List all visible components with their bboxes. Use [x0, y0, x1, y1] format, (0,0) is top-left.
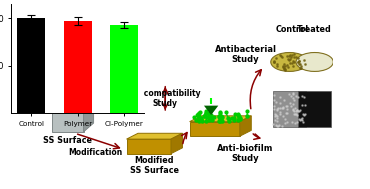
Bar: [110, 25, 138, 113]
Text: Anti-biofilm
Study: Anti-biofilm Study: [217, 144, 274, 163]
Text: Antibacterial
Study: Antibacterial Study: [215, 45, 276, 64]
Polygon shape: [52, 113, 84, 132]
Text: Biocompatibility
Study: Biocompatibility Study: [130, 89, 201, 108]
Circle shape: [271, 53, 308, 71]
Polygon shape: [84, 104, 94, 132]
Text: SS Surface: SS Surface: [43, 136, 92, 145]
Text: Control: Control: [275, 26, 308, 34]
Polygon shape: [240, 116, 251, 136]
Text: Treated: Treated: [297, 26, 332, 34]
Polygon shape: [171, 133, 182, 154]
Text: Modified
SS Surface: Modified SS Surface: [130, 156, 179, 175]
Circle shape: [296, 53, 333, 71]
Polygon shape: [52, 104, 94, 113]
FancyBboxPatch shape: [273, 91, 306, 127]
Polygon shape: [190, 116, 251, 122]
Text: Modification: Modification: [68, 148, 122, 157]
Bar: [17, 18, 45, 113]
FancyBboxPatch shape: [298, 91, 331, 127]
Polygon shape: [204, 106, 218, 115]
Polygon shape: [127, 133, 182, 139]
Polygon shape: [190, 122, 240, 136]
Bar: [64, 21, 92, 113]
Polygon shape: [127, 139, 171, 154]
